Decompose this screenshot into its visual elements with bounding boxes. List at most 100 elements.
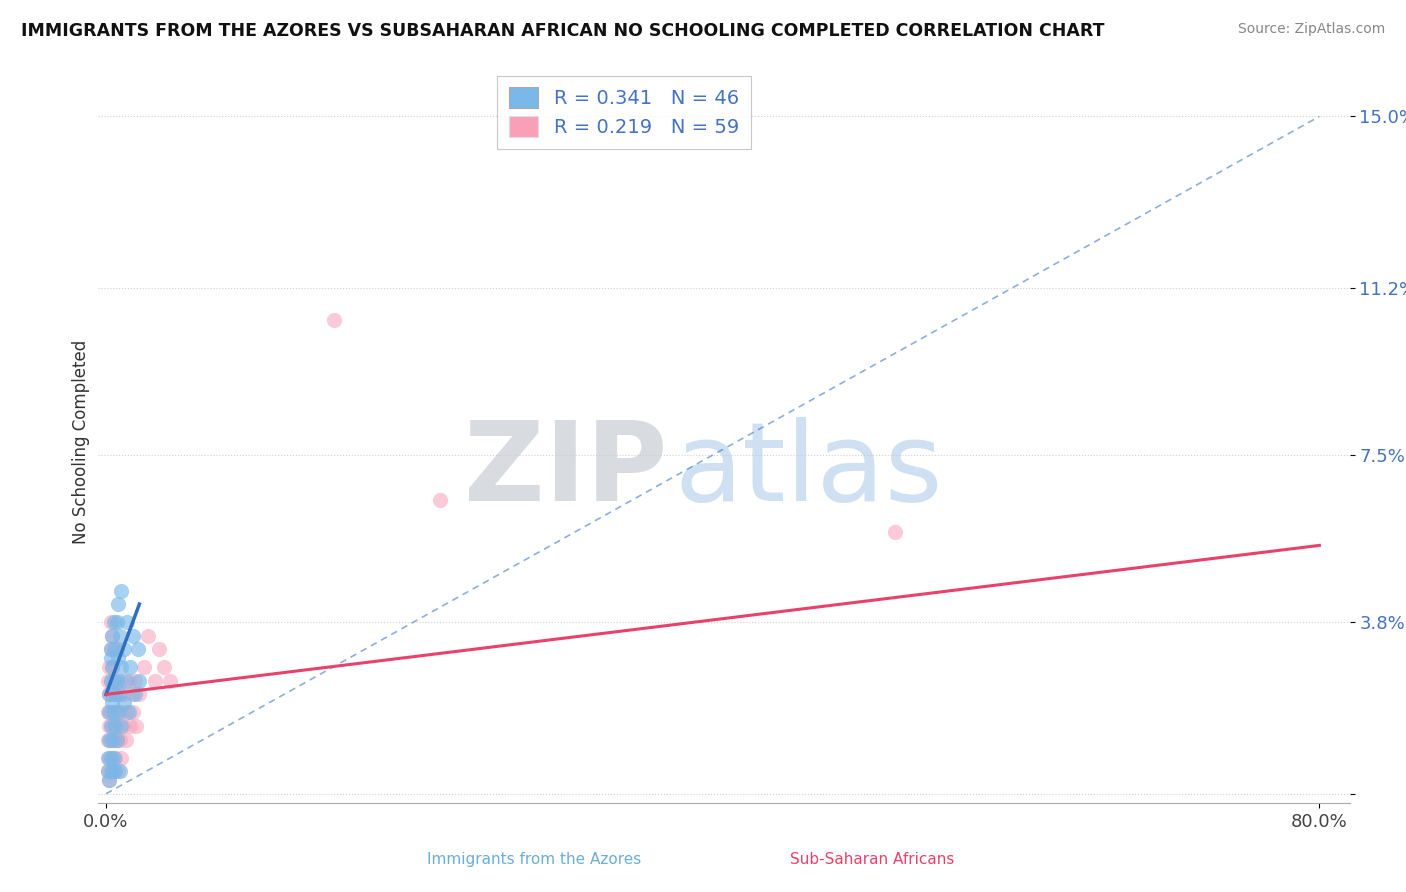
Point — [118, 673, 141, 688]
Legend: R = 0.341   N = 46, R = 0.219   N = 59: R = 0.341 N = 46, R = 0.219 N = 59 — [498, 76, 751, 149]
Point — [125, 719, 148, 733]
Point — [107, 719, 129, 733]
Point — [322, 312, 344, 326]
Point — [100, 750, 122, 764]
Point — [132, 660, 155, 674]
Point — [100, 673, 122, 688]
Point — [159, 673, 181, 688]
Point — [108, 629, 131, 643]
Point — [429, 493, 451, 508]
Point — [96, 732, 118, 747]
Y-axis label: No Schooling Completed: No Schooling Completed — [72, 340, 90, 543]
Point — [120, 719, 142, 733]
Text: ZIP: ZIP — [464, 417, 668, 524]
Point — [98, 687, 121, 701]
Point — [105, 732, 128, 747]
Point — [138, 629, 160, 643]
Point — [98, 687, 121, 701]
Point — [122, 629, 145, 643]
Point — [101, 697, 124, 711]
Point — [105, 642, 128, 657]
Point — [101, 732, 124, 747]
Point — [101, 629, 124, 643]
Point — [152, 660, 174, 674]
Point — [101, 687, 124, 701]
Point — [110, 750, 132, 764]
Point — [103, 706, 125, 720]
Point — [98, 732, 121, 747]
Point — [108, 732, 131, 747]
Point — [103, 642, 125, 657]
Point — [104, 719, 127, 733]
Point — [110, 719, 132, 733]
Point — [108, 687, 131, 701]
Point — [104, 687, 127, 701]
Point — [98, 750, 121, 764]
Point — [100, 732, 122, 747]
Point — [107, 687, 129, 701]
Point — [101, 660, 124, 674]
Text: Source: ZipAtlas.com: Source: ZipAtlas.com — [1237, 22, 1385, 37]
Point — [112, 697, 135, 711]
Point — [103, 673, 125, 688]
Point — [110, 583, 132, 598]
Point — [110, 706, 132, 720]
Point — [96, 706, 118, 720]
Point — [104, 719, 127, 733]
Point — [101, 750, 124, 764]
Point — [103, 673, 125, 688]
Point — [118, 706, 141, 720]
Point — [105, 732, 128, 747]
Point — [104, 687, 127, 701]
Point — [103, 706, 125, 720]
Point — [110, 660, 132, 674]
Point — [101, 629, 124, 643]
Point — [100, 706, 122, 720]
Point — [100, 642, 122, 657]
Text: IMMIGRANTS FROM THE AZORES VS SUBSAHARAN AFRICAN NO SCHOOLING COMPLETED CORRELAT: IMMIGRANTS FROM THE AZORES VS SUBSAHARAN… — [21, 22, 1105, 40]
Point — [104, 764, 127, 779]
Point — [101, 660, 124, 674]
Point — [101, 719, 124, 733]
Point — [120, 660, 142, 674]
Point — [98, 773, 121, 788]
Point — [112, 642, 135, 657]
Point — [104, 642, 127, 657]
Point — [115, 615, 138, 630]
Point — [96, 673, 118, 688]
Point — [100, 719, 122, 733]
Point — [98, 660, 121, 674]
Point — [108, 764, 131, 779]
Point — [114, 732, 136, 747]
Point — [98, 773, 121, 788]
Point — [100, 651, 122, 665]
Point — [143, 673, 166, 688]
Point — [103, 750, 125, 764]
Point — [96, 750, 118, 764]
Point — [105, 615, 128, 630]
Point — [148, 642, 170, 657]
Point — [100, 615, 122, 630]
Point — [104, 750, 127, 764]
Point — [100, 764, 122, 779]
Point — [114, 673, 136, 688]
Text: Immigrants from the Azores: Immigrants from the Azores — [427, 852, 641, 867]
Point — [124, 673, 146, 688]
Point — [127, 642, 149, 657]
Point — [128, 673, 150, 688]
Point — [105, 673, 128, 688]
Point — [103, 615, 125, 630]
Point — [883, 524, 905, 539]
Point — [98, 719, 121, 733]
Point — [96, 764, 118, 779]
Text: atlas: atlas — [673, 417, 942, 524]
Point — [121, 687, 143, 701]
Point — [107, 651, 129, 665]
Point — [100, 673, 122, 688]
Point — [105, 706, 128, 720]
Point — [101, 764, 124, 779]
Point — [100, 642, 122, 657]
Point — [107, 764, 129, 779]
Text: Sub-Saharan Africans: Sub-Saharan Africans — [790, 852, 953, 867]
Point — [111, 719, 134, 733]
